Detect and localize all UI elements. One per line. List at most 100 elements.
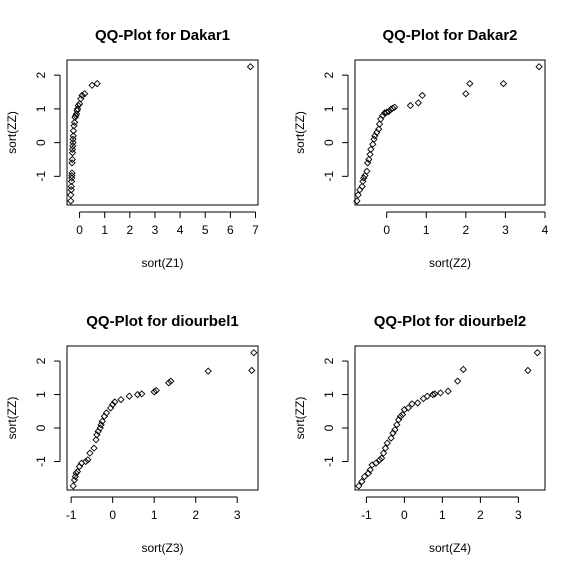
data-point: [453, 377, 462, 385]
data-point: [524, 366, 532, 375]
data-point: [74, 101, 82, 110]
x-axis-label: sort(Z3): [142, 541, 184, 555]
data-point: [444, 387, 452, 395]
data-point: [375, 120, 384, 128]
x-axis-label: sort(Z4): [429, 541, 471, 555]
data-point: [379, 449, 388, 457]
data-point: [152, 386, 160, 395]
x-tick-label: 1: [101, 223, 108, 237]
data-point: [68, 145, 77, 153]
data-point: [204, 367, 212, 375]
y-tick-label: -1: [34, 171, 48, 182]
y-tick-label: 1: [34, 105, 48, 112]
plot-frame: [66, 345, 259, 491]
y-tick-label: 0: [322, 139, 336, 146]
data-point: [379, 112, 387, 120]
x-tick-label: 1: [423, 223, 430, 237]
data-point: [381, 444, 390, 452]
data-point: [69, 132, 77, 140]
x-tick-label: 4: [542, 223, 549, 237]
data-point: [466, 79, 474, 88]
data-point: [125, 392, 133, 400]
data-point: [414, 399, 422, 407]
data-point: [80, 90, 89, 98]
qq-panel-3: QQ-Plot for diourbel1 -1 0 1 2 3 sort(Z3) -1 0 1 2…: [5, 313, 259, 555]
x-tick-label: 5: [202, 223, 209, 237]
data-point: [88, 81, 96, 89]
data-point: [385, 107, 393, 116]
data-point: [390, 103, 399, 111]
data-point: [360, 472, 369, 481]
y-axis-label: sort(ZZ): [293, 397, 307, 440]
y-tick-label: -1: [322, 456, 336, 467]
data-point: [150, 388, 158, 396]
data-point: [376, 456, 384, 464]
x-tick-label: 0: [401, 508, 408, 522]
y-tick-label: 1: [322, 391, 336, 398]
data-point: [369, 140, 377, 148]
data-point: [68, 169, 76, 177]
y-axis-label: sort(ZZ): [293, 111, 307, 154]
data-point: [69, 482, 77, 490]
x-tick-label: 3: [234, 508, 241, 522]
y-tick-label: 2: [34, 72, 48, 79]
data-point: [355, 482, 363, 490]
data-point: [383, 108, 391, 116]
qq-panel-4: QQ-Plot for diourbel2 -1 0 1 2 3 sort(Z4) -1 0 1 2…: [293, 313, 546, 555]
x-tick-label: -1: [361, 508, 372, 522]
data-point: [68, 159, 76, 167]
data-point: [69, 138, 77, 147]
chart-title: QQ-Plot for Dakar1: [95, 27, 230, 44]
data-point: [138, 390, 146, 398]
y-axis-label: sort(ZZ): [5, 111, 19, 154]
y-tick-label: -1: [322, 171, 336, 182]
data-point: [68, 149, 77, 157]
data-point: [388, 104, 397, 112]
data-point: [358, 477, 366, 486]
data-point: [366, 466, 374, 474]
data-point: [499, 79, 508, 88]
chart-title: QQ-Plot for Dakar2: [382, 27, 517, 44]
data-point: [84, 456, 92, 464]
data-point: [393, 421, 401, 429]
data-point: [377, 454, 386, 462]
plot-frame: [354, 345, 546, 491]
data-point: [248, 366, 256, 375]
data-point: [82, 457, 90, 466]
x-tick-label: 1: [439, 508, 446, 522]
data-point: [367, 145, 375, 153]
data-point: [98, 417, 106, 425]
data-point: [111, 398, 119, 406]
data-point: [92, 436, 100, 444]
y-tick-label: 2: [322, 357, 336, 364]
data-point: [165, 379, 173, 387]
data-point: [375, 125, 383, 133]
data-point: [67, 197, 75, 205]
data-point: [462, 90, 470, 98]
data-point: [391, 426, 399, 434]
data-point: [366, 150, 374, 159]
data-point: [67, 186, 75, 194]
data-point: [90, 444, 98, 452]
x-tick-label: 0: [76, 223, 83, 237]
data-point: [408, 400, 416, 408]
data-point: [67, 177, 76, 186]
data-point: [419, 394, 428, 403]
chart-title: QQ-Plot for diourbel1: [86, 313, 239, 330]
data-point: [69, 135, 77, 143]
data-point: [535, 63, 543, 71]
y-tick-label: 0: [322, 424, 336, 431]
data-point: [73, 467, 82, 476]
x-tick-label: -1: [66, 508, 77, 522]
y-tick-label: 2: [34, 357, 48, 364]
data-point: [72, 110, 81, 118]
data-point: [381, 109, 389, 117]
data-point: [354, 191, 362, 199]
data-point: [436, 389, 445, 397]
y-tick-label: 1: [322, 105, 336, 112]
data-point: [406, 101, 415, 110]
chart-title: QQ-Plot for diourbel2: [374, 313, 527, 330]
data-point: [418, 91, 426, 100]
